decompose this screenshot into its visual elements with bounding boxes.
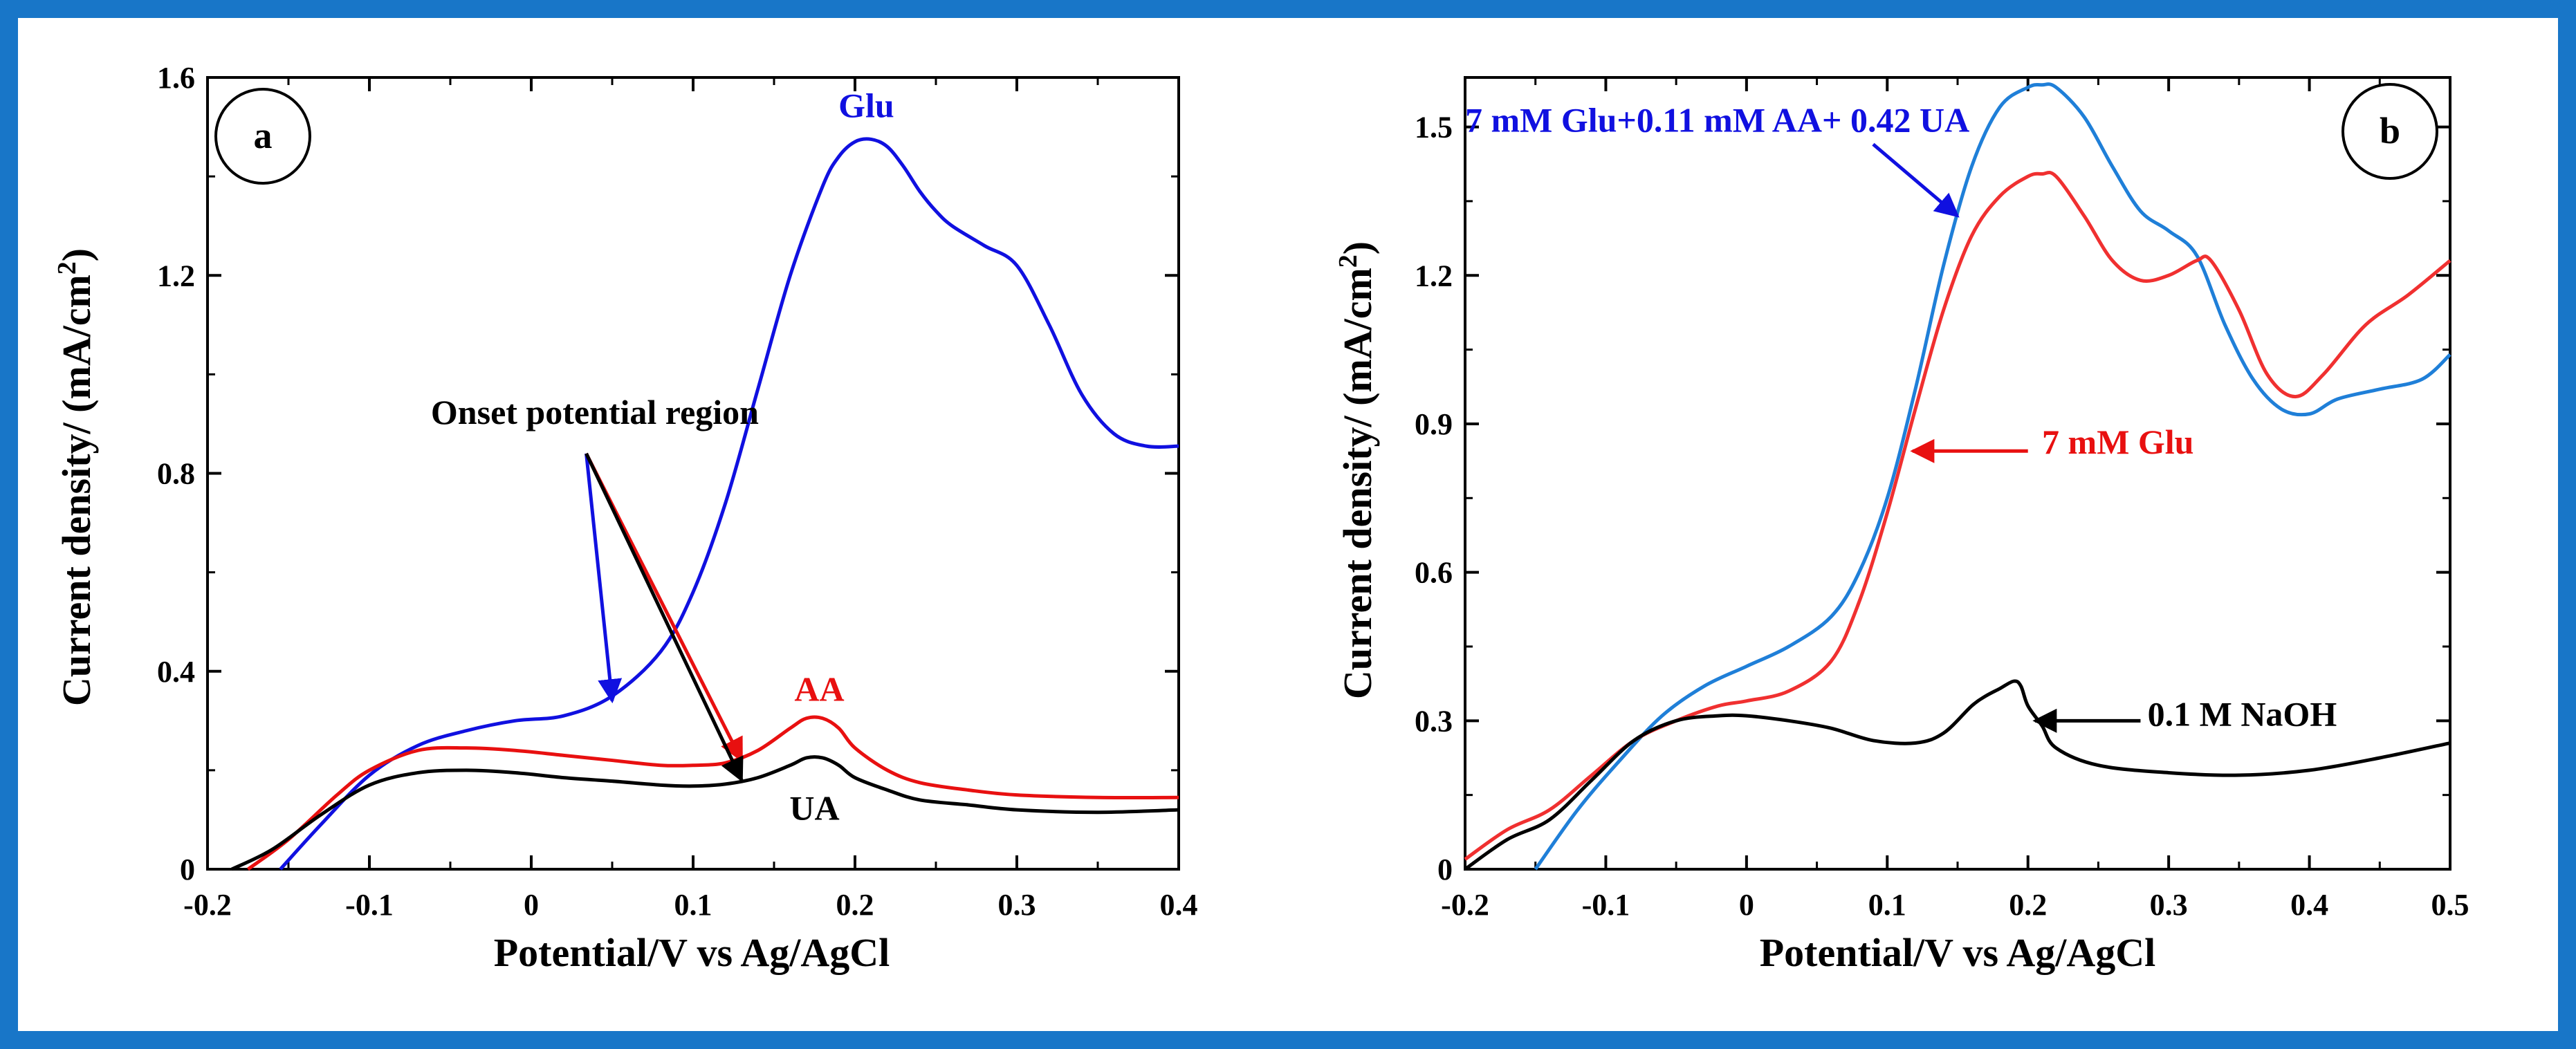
panel-a-y-tick-label: 0.4: [157, 655, 195, 689]
panel-b-y-tick-label: 0.3: [1415, 704, 1453, 738]
panel-a-arrows: [585, 452, 744, 783]
panel-b-annotation-arrow-0: [1872, 142, 1960, 218]
panel-a-series: [231, 137, 1179, 871]
panel-a-x-tick-label: 0.1: [674, 888, 712, 922]
panel-b-annotations: 7 mM Glu+0.11 mM AA+ 0.42 UA 7 mM Glu 0.1 …: [1465, 101, 2337, 734]
panel-b: b -0.2 -0.1 0 0.1 0.2 0.3 0.4 0.5 0 0.3 0.6 0.9 1.2 1…: [1334, 76, 2469, 975]
panel-a-x-tick-label: 0.3: [998, 888, 1036, 922]
panel-b-x-tick-label: 0.3: [2150, 888, 2188, 922]
panel-a-series-line-2: [231, 755, 1179, 871]
panel-b-y-axis-label-sup: 2: [1334, 254, 1363, 268]
panel-b-y-tick-label: 0.6: [1415, 556, 1453, 590]
panel-b-annotation-2: 0.1 M NaOH: [2148, 694, 2337, 733]
panel-a-y-axis-label-close: ): [54, 248, 99, 261]
panel-a-series-line-0: [279, 137, 1179, 871]
panel-b-label-circle: [2342, 83, 2438, 180]
panel-b-y-tick-label: 0: [1437, 853, 1453, 886]
panel-a-annotation-3: Onset potential region: [431, 393, 759, 431]
panel-a-ticks: -0.2 -0.1 0 0.1 0.2 0.3 0.4 0 0.4 0.8 1.2 1.6: [157, 61, 1198, 922]
panel-b-y-axis-label: Current density/ (mA/cm2): [1334, 241, 1380, 699]
panel-b-x-tick-label: 0.1: [1868, 888, 1906, 922]
panel-b-series: [1464, 82, 2451, 871]
panel-a-plot-frame: [206, 76, 1180, 871]
panel-a: a -0.2 -0.1 0 0.1 0.2 0.3 0.4 0 0.4 0.8 1.2 1.6 Glu…: [53, 61, 1198, 975]
panel-b-label: b: [2380, 110, 2400, 151]
panel-b-annotation-0: 7 mM Glu+0.11 mM AA+ 0.42 UA: [1465, 101, 1969, 140]
panel-a-x-tick-label: 0.2: [836, 888, 874, 922]
panel-b-x-tick-label: 0: [1739, 888, 1754, 922]
panel-b-y-axis-label-close: ): [1335, 241, 1380, 254]
panel-a-label: a: [254, 115, 273, 156]
panel-a-annotation-arrow-0: [585, 453, 623, 704]
panel-b-x-tick-label: 0.4: [2290, 888, 2328, 922]
panel-a-y-axis-label-sup: 2: [53, 261, 82, 275]
panel-b-y-tick-label: 0.9: [1415, 407, 1453, 441]
panel-b-x-tick-label: -0.1: [1582, 888, 1630, 922]
panel-a-annotation-1: AA: [794, 670, 844, 709]
panel-a-y-tick-label: 1.6: [157, 61, 195, 95]
panel-a-x-tick-label: -0.1: [345, 888, 394, 922]
panel-b-arrows: [1872, 142, 2141, 733]
panel-b-ticks: -0.2 -0.1 0 0.1 0.2 0.3 0.4 0.5 0 0.3 0.6 0.9 1.2 1.5: [1415, 77, 2469, 922]
panel-a-y-tick-label: 1.2: [157, 259, 195, 293]
panel-a-label-circle: [214, 88, 311, 185]
panel-b-y-tick-label: 1.5: [1415, 111, 1453, 145]
panel-b-x-axis-label: Potential/V vs Ag/AgCl: [1760, 930, 2156, 975]
panel-a-y-tick-label: 0: [180, 853, 195, 886]
panel-a-annotation-0: Glu: [838, 86, 894, 124]
panel-b-series-line-1: [1464, 171, 2451, 861]
panel-a-y-axis-label-main: Current density/ (mA/cm: [54, 275, 99, 706]
panel-a-annotations: Glu AA UA Onset potential region: [431, 86, 894, 827]
panel-a-annotation-arrow-2: [585, 452, 744, 783]
panel-a-x-axis-label: Potential/V vs Ag/AgCl: [494, 930, 890, 975]
panel-b-series-line-0: [1534, 82, 2451, 871]
panel-b-x-tick-label: -0.2: [1441, 888, 1489, 922]
panel-a-annotation-2: UA: [789, 788, 839, 827]
panel-b-y-tick-label: 1.2: [1415, 259, 1453, 293]
panel-a-x-tick-label: 0: [524, 888, 539, 922]
panel-a-series-line-1: [247, 715, 1179, 871]
panel-a-y-tick-label: 0.8: [157, 457, 195, 491]
panel-a-y-axis-label: Current density/ (mA/cm2): [53, 248, 99, 706]
panel-a-x-tick-label: 0.4: [1160, 888, 1198, 922]
panel-b-x-tick-label: 0.2: [2009, 888, 2047, 922]
panel-b-annotation-1: 7 mM Glu: [2042, 423, 2193, 461]
panel-b-x-tick-label: 0.5: [2431, 888, 2469, 922]
panel-a-x-tick-label: -0.2: [183, 888, 232, 922]
panel-b-series-line-2: [1464, 679, 2451, 871]
panel-b-y-axis-label-main: Current density/ (mA/cm: [1335, 268, 1380, 699]
panel-b-plot-frame: [1464, 76, 2451, 871]
